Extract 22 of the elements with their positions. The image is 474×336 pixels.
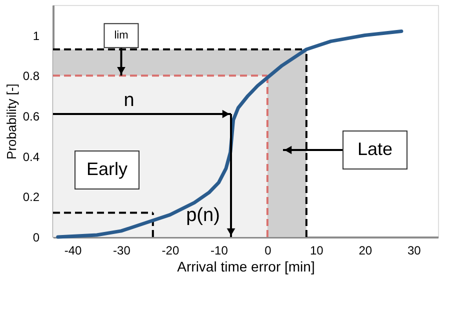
x-tick-label: -40: [64, 244, 82, 258]
x-tick-label: -30: [113, 244, 131, 258]
x-tick-label: 10: [310, 244, 324, 258]
y-tick-label: 0.8: [22, 69, 40, 84]
x-tick-label: 20: [358, 244, 372, 258]
y-tick-label: 1: [32, 28, 40, 43]
annotation: Late: [357, 139, 393, 159]
y-tick-label: 0.4: [22, 150, 40, 164]
x-tick-label: 0: [264, 244, 272, 258]
x-tick-label: 30: [407, 244, 422, 258]
y-tick-label: 0.6: [22, 109, 40, 124]
x-axis-title: Arrival time error [min]: [177, 258, 315, 274]
y-axis-title: Probability [-]: [4, 84, 19, 160]
y-tick-label: 0: [32, 230, 40, 244]
y-tick-label: 0.2: [22, 190, 40, 204]
x-tick-label: -20: [162, 244, 180, 258]
annotation: p(n): [186, 205, 220, 226]
annotation: lim: [114, 30, 128, 42]
annotation: Early: [86, 159, 128, 179]
line-series: [56, 29, 404, 239]
annotation: n: [124, 90, 134, 111]
x-tick-label: -10: [210, 244, 228, 258]
